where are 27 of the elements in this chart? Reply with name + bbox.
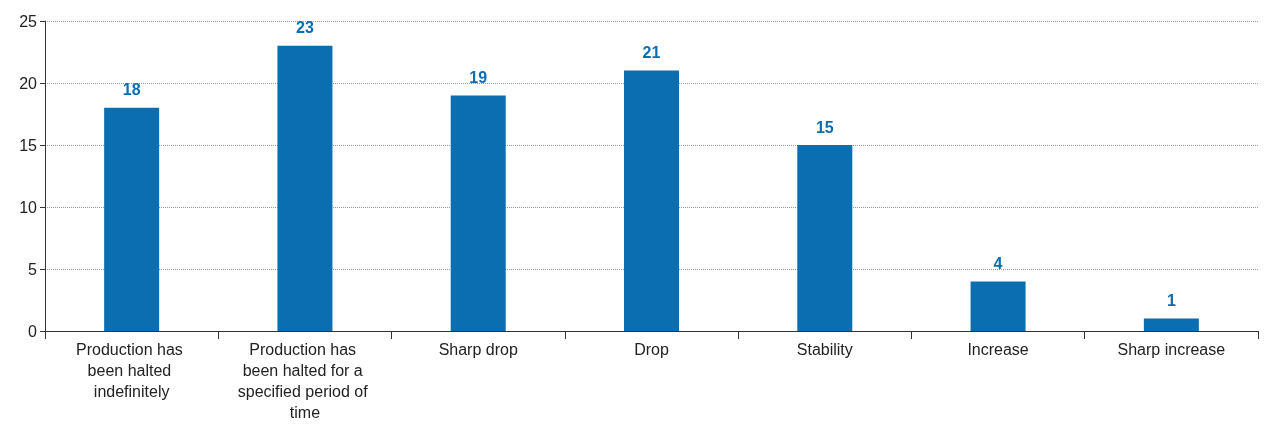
x-tick-label: Sharp increase xyxy=(1117,341,1226,358)
data-label: 4 xyxy=(993,254,1003,272)
bar xyxy=(970,281,1026,331)
x-tick-label: Sharp drop xyxy=(438,341,518,358)
y-tick-label: 20 xyxy=(19,74,38,92)
x-tick-label: Production has been halted indefinitely xyxy=(76,341,188,400)
data-label: 15 xyxy=(815,118,834,136)
bar xyxy=(1143,318,1199,331)
y-tick-label: 0 xyxy=(28,322,38,340)
x-tick-label: Production has been halted for a specified period of time xyxy=(237,341,373,421)
y-tick-label: 25 xyxy=(19,12,38,30)
bar xyxy=(797,145,853,331)
data-label: 18 xyxy=(122,81,141,99)
y-tick-label: 10 xyxy=(19,198,38,216)
bar xyxy=(104,107,160,331)
x-tick-label: Stability xyxy=(796,341,853,358)
y-tick-label: 5 xyxy=(28,260,38,278)
x-tick-label: Increase xyxy=(967,341,1029,358)
bar xyxy=(450,95,506,331)
data-label: 1 xyxy=(1166,292,1176,310)
bar xyxy=(277,45,333,331)
data-label: 21 xyxy=(642,44,661,62)
bar xyxy=(624,70,679,331)
y-tick-label: 15 xyxy=(19,136,38,154)
data-label: 19 xyxy=(469,68,488,86)
data-label: 23 xyxy=(296,19,314,37)
x-tick-label: Drop xyxy=(634,341,669,358)
